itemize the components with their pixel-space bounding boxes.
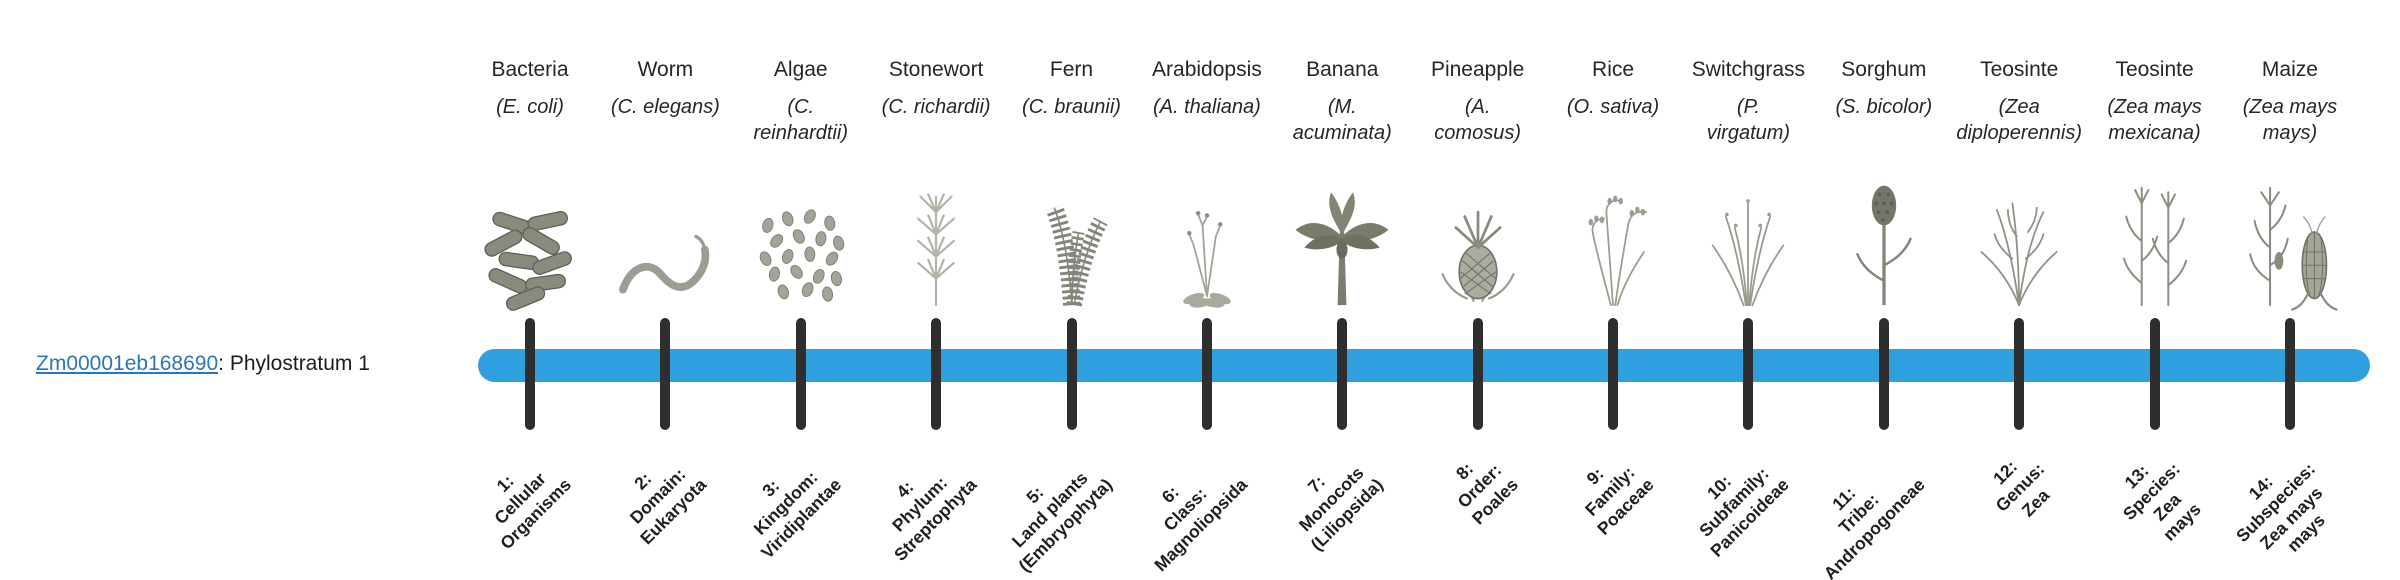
phylostratum-tick bbox=[2149, 318, 2160, 430]
phylostratum-tick bbox=[931, 318, 942, 430]
phylostratum-label: 3: Kingdom: Viridiplantae bbox=[749, 467, 846, 563]
phylostratum-text: : Phylostratum 1 bbox=[218, 352, 370, 375]
phylostratum-tick bbox=[1337, 318, 1348, 430]
phylostratum-label: 12: Genus: Zea bbox=[1988, 456, 2053, 521]
phylostratum-tick bbox=[1066, 318, 1077, 430]
organism-name: Sorghum bbox=[1841, 58, 1927, 81]
teosinte-mexicana-illustration bbox=[2099, 158, 2210, 314]
organism-name: Rice bbox=[1592, 58, 1635, 81]
banana-illustration bbox=[1287, 158, 1398, 314]
organism-name: Teosinte bbox=[1980, 58, 2059, 81]
phylostratum-tick bbox=[525, 318, 535, 430]
gene-id-link[interactable]: Zm00001eb168690 bbox=[36, 352, 219, 375]
phylostratum-tick bbox=[660, 318, 671, 430]
phylostratum-tick bbox=[2014, 318, 2025, 430]
organism-name: Algae bbox=[773, 58, 828, 81]
algae-illustration bbox=[745, 158, 856, 314]
phylostratum-label: 1: Cellular Organisms bbox=[490, 468, 575, 553]
organism-name: Banana bbox=[1306, 58, 1379, 81]
phylostratum-label: 7: Monocots (Liliopsida) bbox=[1295, 462, 1387, 555]
organism-name: Switchgrass bbox=[1691, 58, 1806, 81]
organism-name: Pineapple bbox=[1430, 58, 1525, 81]
phylostratum-label: 13: Species: Zea mays bbox=[2118, 459, 2205, 545]
organism-scientific-name: (M. acuminata) bbox=[1292, 96, 1392, 144]
phylostratum-tick bbox=[1472, 318, 1483, 430]
organism-scientific-name: (Zea mays mays) bbox=[2242, 96, 2338, 144]
bacteria-illustration bbox=[475, 158, 586, 314]
phylostratum-label: 14: Subspecies: Zea mays mays bbox=[2232, 459, 2329, 556]
organism-name: Fern bbox=[1049, 58, 1094, 81]
organism-name: Worm bbox=[637, 58, 694, 81]
phylostratum-tick bbox=[2284, 318, 2295, 430]
timeline-bar bbox=[478, 349, 2370, 382]
worm-illustration bbox=[610, 158, 721, 314]
phylostratum-tick bbox=[1743, 318, 1754, 430]
organism-scientific-name: (A. thaliana) bbox=[1152, 96, 1261, 118]
organism-scientific-name: (A. comosus) bbox=[1434, 96, 1522, 144]
phylostratum-label: 11: Tribe: Andropogoneae bbox=[1819, 474, 1929, 580]
organism-scientific-name: (Zea diploperennis) bbox=[1956, 96, 2082, 144]
organism-scientific-name: (C. richardii) bbox=[881, 96, 991, 118]
organism-name: Arabidopsis bbox=[1152, 58, 1262, 81]
phylostratum-label: 8: Order: Poales bbox=[1452, 458, 1522, 529]
pineapple-illustration bbox=[1422, 158, 1533, 314]
organism-name: Bacteria bbox=[491, 58, 569, 81]
organism-scientific-name: (C. reinhardtii) bbox=[753, 96, 848, 144]
organism-name: Teosinte bbox=[2115, 58, 2194, 81]
phylostratum-tick bbox=[1608, 318, 1619, 430]
organism-scientific-name: (Zea mays mexicana) bbox=[2107, 96, 2202, 144]
phylostratum-label: 6: Class: Magnoliopsida bbox=[1150, 474, 1252, 575]
organism-scientific-name: (P. virgatum) bbox=[1706, 96, 1791, 144]
phylostratum-tick bbox=[1878, 318, 1889, 430]
stonewort-illustration bbox=[881, 158, 992, 314]
phylostratum-label: 9: Family: Poaceae bbox=[1581, 462, 1658, 539]
organism-scientific-name: (E. coli) bbox=[496, 96, 564, 118]
maize-illustration bbox=[2235, 158, 2346, 314]
phylostratum-label: 4: Phylum: Streptophyta bbox=[888, 472, 981, 565]
phylostratum-label: 2: Domain: Eukaryota bbox=[625, 464, 710, 549]
arabidopsis-illustration bbox=[1152, 158, 1263, 314]
sorghum-illustration bbox=[1828, 158, 1939, 314]
phylostratum-tick bbox=[795, 318, 806, 430]
rice-illustration bbox=[1558, 158, 1669, 314]
fern-illustration bbox=[1016, 158, 1127, 314]
teosinte-diploperennis-illustration bbox=[1964, 158, 2075, 314]
phylostratum-tick bbox=[1201, 318, 1212, 430]
phylostratum-label: 5: Land plants (Embryophyta) bbox=[1008, 468, 1116, 576]
organism-name: Stonewort bbox=[888, 58, 984, 81]
organism-scientific-name: (C. braunii) bbox=[1022, 96, 1121, 118]
organism-scientific-name: (O. sativa) bbox=[1566, 96, 1660, 118]
switchgrass-illustration bbox=[1693, 158, 1804, 314]
phylostratum-label: 10: Subfamily: Panicoideae bbox=[1695, 463, 1793, 561]
organism-scientific-name: (S. bicolor) bbox=[1835, 96, 1933, 118]
organism-scientific-name: (C. elegans) bbox=[610, 96, 720, 118]
gene-label: Zm00001eb168690: Phylostratum 1 bbox=[36, 352, 370, 376]
organism-name: Maize bbox=[2261, 58, 2318, 81]
